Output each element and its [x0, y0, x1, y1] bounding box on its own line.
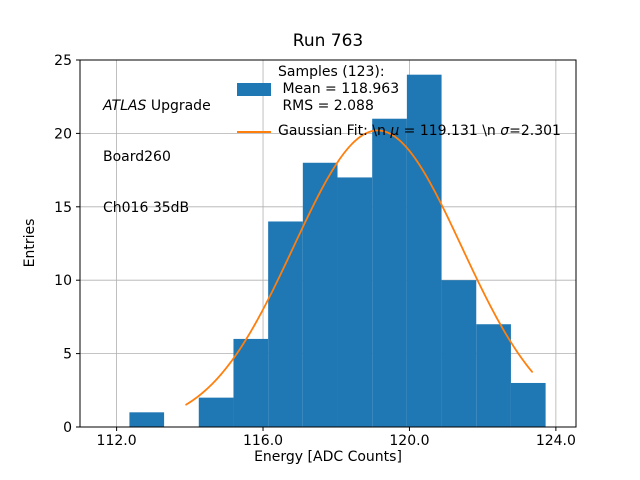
legend: Samples (123): Mean = 118.963 RMS = 2.08… [237, 64, 561, 148]
svg-text:5: 5 [63, 347, 72, 363]
legend-gaussian-label: Gaussian Fit: \n μ = 119.131 \n σ=2.301 [278, 123, 561, 140]
gaussian-label-mid: = 119.131 \n [399, 123, 501, 139]
annotation-line3: Ch016 35dB [103, 200, 190, 216]
annotation-line1-rest: Upgrade [146, 98, 211, 114]
svg-text:0: 0 [63, 420, 72, 436]
gaussian-fit-line-swatch [237, 130, 271, 133]
svg-text:112.0: 112.0 [97, 433, 137, 449]
svg-text:20: 20 [54, 126, 72, 142]
mu-symbol: μ [390, 123, 400, 139]
annotation-line1: ATLAS Upgrade [103, 98, 211, 115]
annotation-text: ATLAS Upgrade Board260 Ch016 35dB [103, 64, 211, 251]
legend-handle-gaussian [237, 130, 271, 133]
svg-text:25: 25 [54, 53, 72, 69]
legend-entry-gaussian: Gaussian Fit: \n μ = 119.131 \n σ=2.301 [237, 123, 561, 140]
legend-rms-line: RMS = 2.088 [278, 98, 374, 114]
legend-handle-histogram [237, 83, 271, 96]
svg-text:10: 10 [54, 273, 72, 289]
svg-text:124.0: 124.0 [536, 433, 576, 449]
atlas-label-italic: ATLAS [103, 98, 147, 114]
legend-mean-line: Mean = 118.963 [278, 81, 400, 97]
x-axis-label: Energy [ADC Counts] [254, 449, 402, 465]
svg-text:120.0: 120.0 [389, 433, 429, 449]
legend-samples-line: Samples (123): [278, 64, 385, 80]
gaussian-label-prefix: Gaussian Fit: \n [278, 123, 391, 139]
histogram-color-swatch [237, 83, 271, 96]
annotation-line2: Board260 [103, 149, 171, 165]
svg-text:15: 15 [54, 200, 72, 216]
chart-title: Run 763 [292, 31, 364, 51]
gaussian-label-suffix: =2.301 [509, 123, 561, 139]
svg-text:116.0: 116.0 [243, 433, 283, 449]
sigma-symbol: σ [500, 123, 510, 139]
legend-entry-samples: Samples (123): Mean = 118.963 RMS = 2.08… [237, 64, 561, 115]
y-axis-label: Entries [22, 218, 38, 268]
legend-samples-text: Samples (123): Mean = 118.963 RMS = 2.08… [278, 64, 399, 115]
